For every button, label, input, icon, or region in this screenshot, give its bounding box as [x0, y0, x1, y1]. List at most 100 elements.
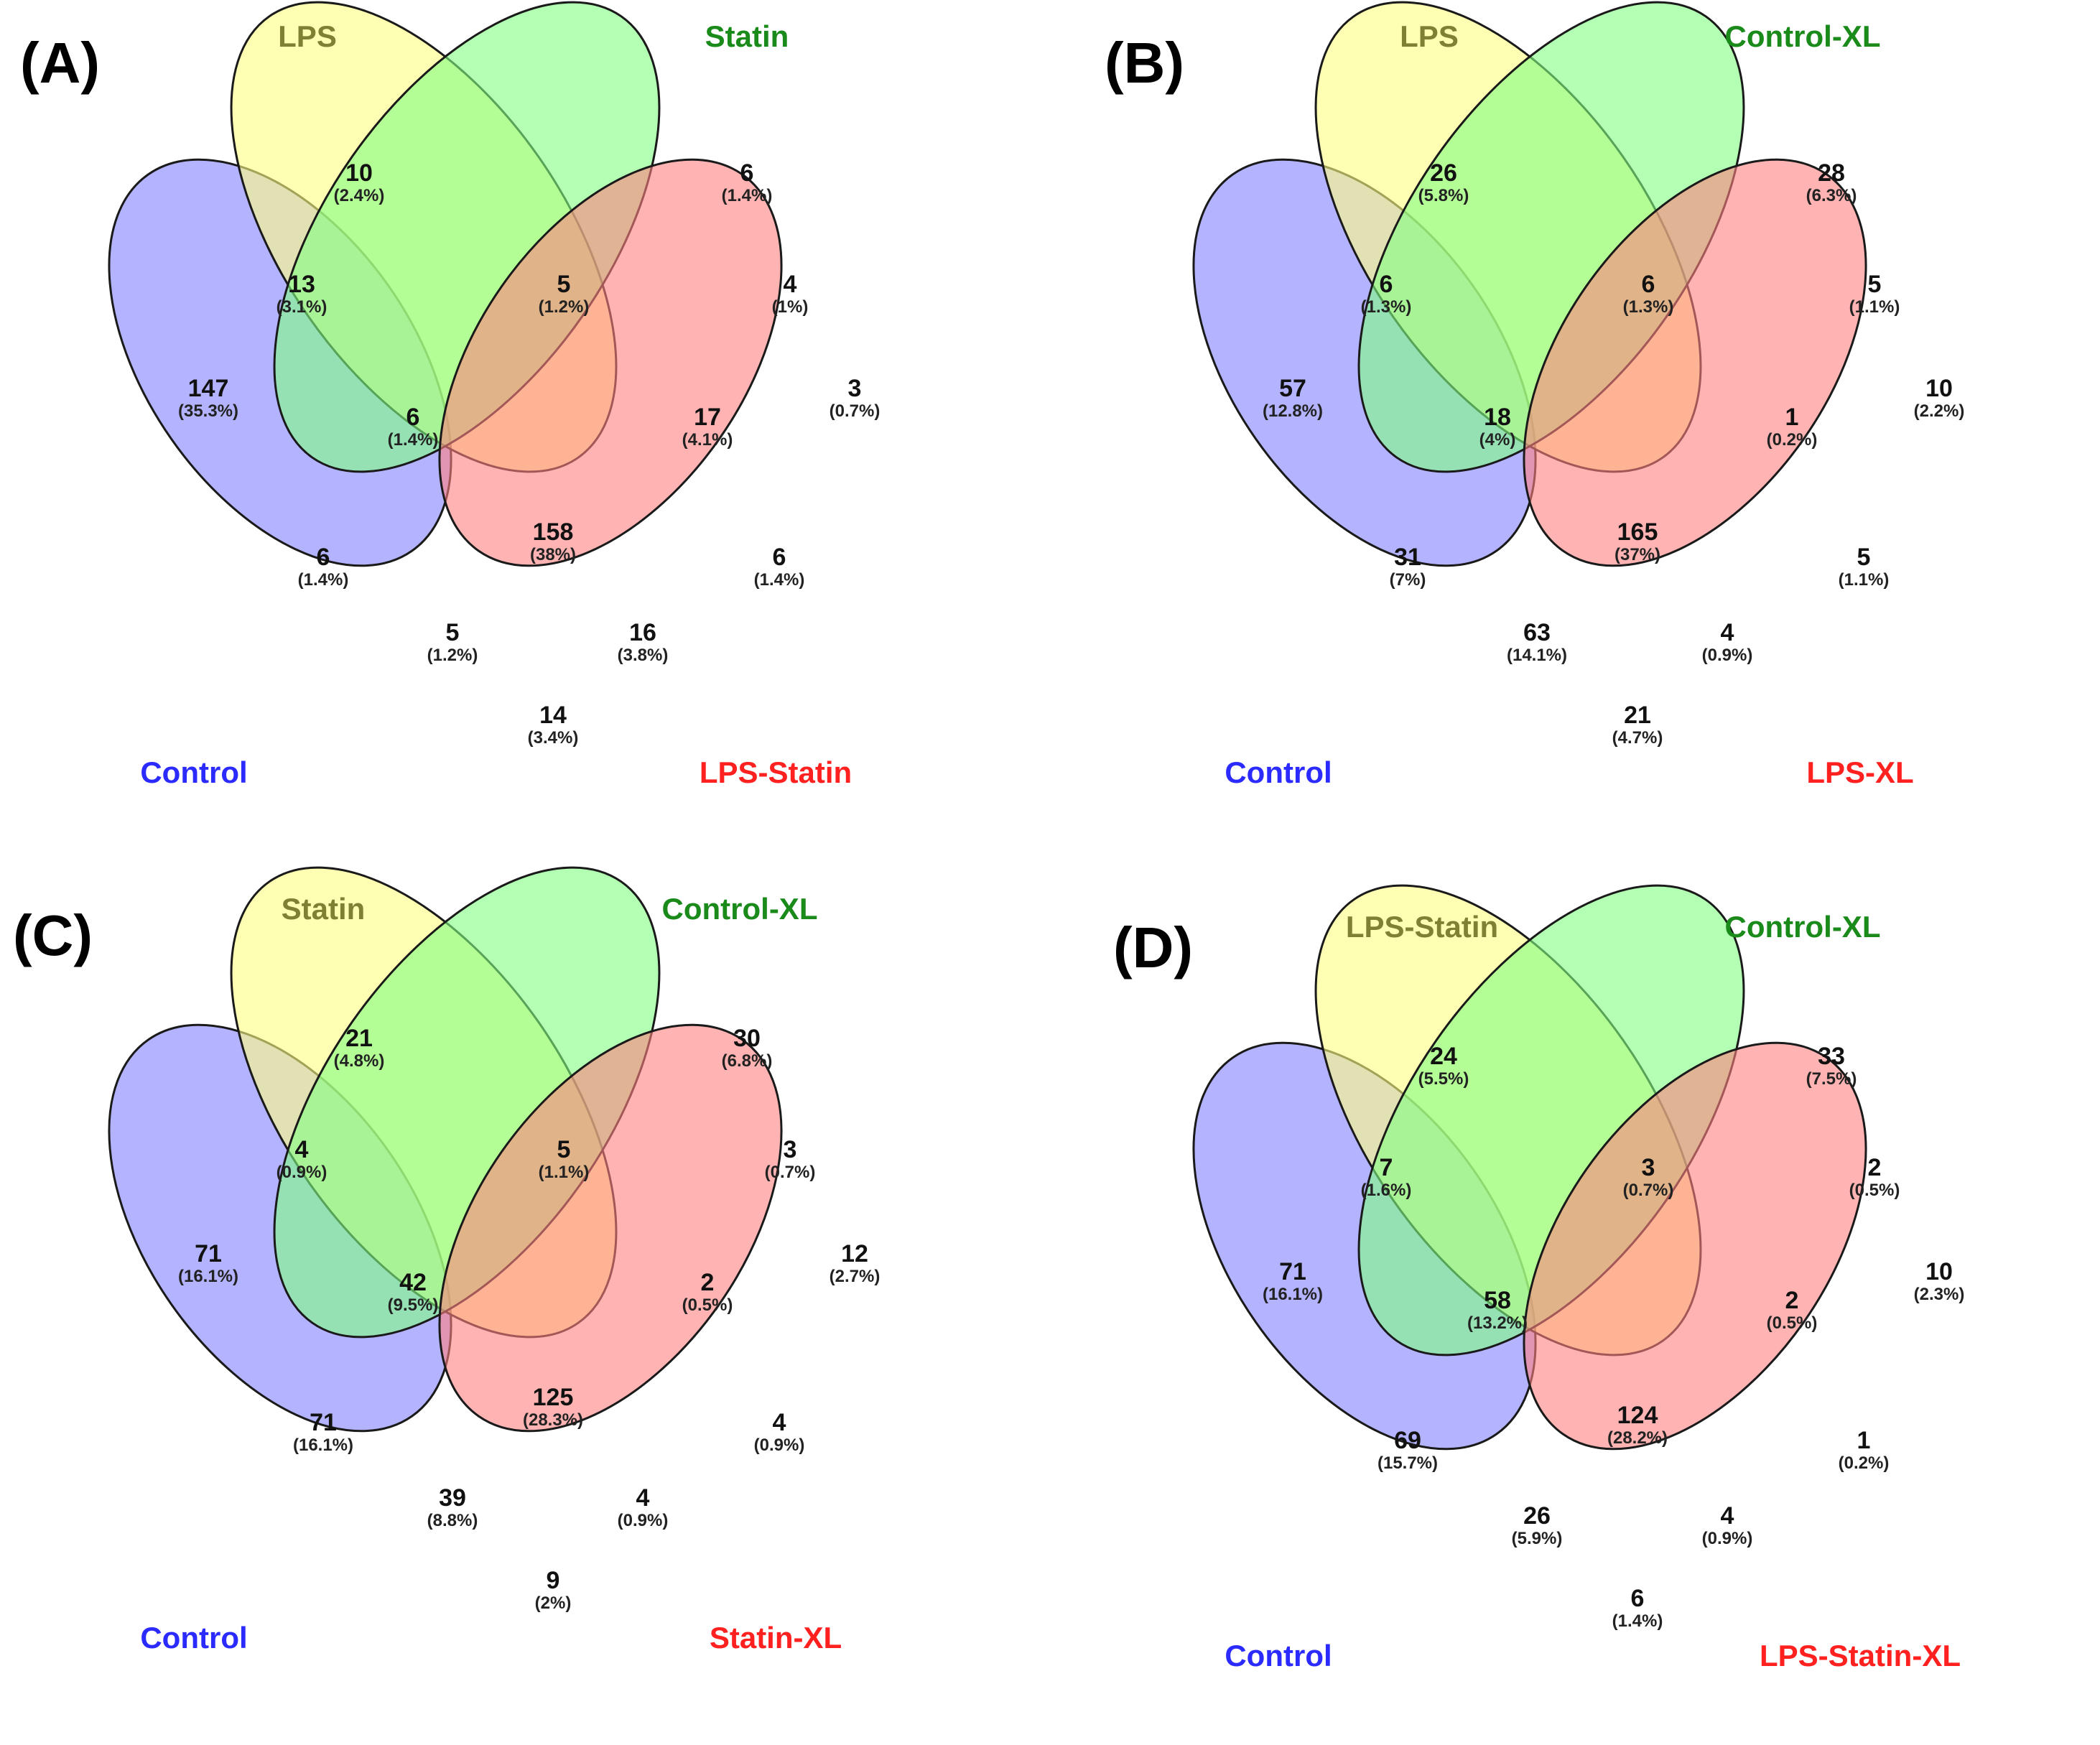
- region-count: 71: [310, 1408, 337, 1436]
- region-percent: (16.1%): [177, 1266, 239, 1286]
- region-percent: (1.6%): [1360, 1180, 1412, 1200]
- region-percent: (37%): [1614, 544, 1661, 564]
- venn-ellipse-statin-xl: [438, 1023, 783, 1433]
- region-clS: 42 (9.5%): [388, 1270, 439, 1315]
- region-l: 21 (4.8%): [334, 1025, 385, 1071]
- set-label-1: Control: [1225, 755, 1332, 789]
- region-count: 4: [1720, 1502, 1734, 1530]
- region-count: 13: [288, 270, 315, 298]
- set-label-2: LPS: [1400, 19, 1459, 53]
- region-cl: 7 (1.6%): [1361, 1155, 1412, 1200]
- region-percent: (16.1%): [1262, 1284, 1324, 1304]
- set-label-3: Control-XL: [661, 892, 818, 926]
- venn-panel-b: (B) Control LPS Control-XL LPS-XL 57 (12.8%) 26…: [1084, 0, 2100, 862]
- region-count: 6: [316, 543, 330, 571]
- region-percent: (28.3%): [522, 1410, 584, 1430]
- region-count: 5: [1857, 543, 1871, 571]
- region-clS: 18 (4%): [1479, 403, 1516, 450]
- region-count: 5: [1867, 270, 1882, 298]
- region-count: 5: [445, 618, 460, 646]
- region-count: 71: [195, 1239, 222, 1267]
- region-sls: 3 (0.7%): [765, 1137, 816, 1182]
- set-label-4: LPS-Statin-XL: [1760, 1639, 1961, 1672]
- panel-label: (B): [1105, 31, 1185, 95]
- region-count: 5: [557, 1135, 571, 1163]
- panel-label: (C): [13, 903, 93, 967]
- region-count: 31: [1394, 543, 1421, 571]
- region-cLs: 21 (4.7%): [1612, 702, 1663, 748]
- region-percent: (2.2%): [1913, 401, 1965, 421]
- venn-ellipse-lps-xl: [1523, 158, 1867, 567]
- region-ls: 3 (0.7%): [830, 376, 881, 421]
- region-percent: (2.4%): [333, 185, 385, 205]
- region-l: 26 (5.8%): [1418, 159, 1469, 205]
- region-percent: (5.8%): [1418, 185, 1469, 205]
- set-label-3: Control-XL: [1724, 910, 1881, 944]
- region-c: 71 (16.1%): [177, 1239, 239, 1286]
- region-sls: 4 (1%): [772, 270, 809, 317]
- region-count: 6: [1379, 270, 1393, 298]
- region-s: 28 (6.3%): [1806, 160, 1857, 205]
- region-percent: (0.9%): [1701, 1528, 1753, 1548]
- region-percent: (4%): [1479, 429, 1516, 450]
- region-percent: (0.9%): [1701, 645, 1753, 665]
- region-clS: 6 (1.4%): [387, 404, 439, 450]
- region-cS: 69 (15.7%): [1377, 1428, 1438, 1473]
- region-count: 5: [557, 270, 571, 298]
- region-count: 26: [1430, 159, 1457, 187]
- region-percent: (35.3%): [177, 401, 239, 421]
- region-percent: (12.8%): [1262, 401, 1324, 421]
- region-count: 71: [1279, 1257, 1306, 1285]
- region-percent: (1.4%): [753, 569, 805, 590]
- region-cl: 6 (1.3%): [1361, 270, 1412, 317]
- region-clLs: 16 (3.8%): [618, 620, 669, 665]
- region-count: 58: [1484, 1286, 1511, 1314]
- set-label-2: LPS: [278, 19, 337, 53]
- region-count: 10: [1925, 1257, 1953, 1285]
- region-lSls: 2 (0.5%): [1767, 1288, 1818, 1333]
- region-percent: (14.1%): [1506, 645, 1568, 665]
- venn-ellipse-lps-statin: [438, 158, 783, 567]
- region-count: 6: [740, 159, 754, 187]
- region-lLs: 5 (1.1%): [1838, 543, 1890, 590]
- region-lSls: 17 (4.1%): [682, 404, 733, 450]
- set-label-3: Statin: [705, 19, 789, 53]
- region-count: 7: [1379, 1153, 1393, 1181]
- region-lS: 3 (0.7%): [1623, 1155, 1674, 1200]
- region-c: 71 (16.1%): [1262, 1257, 1324, 1304]
- region-count: 6: [772, 543, 786, 571]
- venn-panel-c: (C) Control Statin Control-XL Statin-XL 71 (16…: [0, 865, 1120, 1727]
- region-count: 1: [1857, 1426, 1871, 1454]
- region-cLs: 6 (1.4%): [1612, 1586, 1663, 1631]
- region-cS: 71 (16.1%): [293, 1410, 353, 1455]
- region-count: 3: [1641, 1153, 1655, 1181]
- region-percent: (13.2%): [1467, 1313, 1528, 1333]
- region-percent: (1.3%): [1622, 297, 1674, 317]
- region-count: 18: [1484, 403, 1511, 431]
- region-percent: (4.1%): [682, 429, 733, 450]
- region-all: 124 (28.2%): [1607, 1402, 1668, 1448]
- panel-label: (A): [20, 31, 101, 95]
- set-label-4: Statin-XL: [709, 1621, 842, 1655]
- region-cl: 4 (0.9%): [277, 1137, 327, 1182]
- region-percent: (1.1%): [1838, 569, 1890, 590]
- region-percent: (1.1%): [538, 1162, 590, 1182]
- region-lLs: 6 (1.4%): [753, 543, 805, 590]
- region-cS: 31 (7%): [1389, 543, 1426, 590]
- region-count: 125: [532, 1383, 574, 1411]
- region-count: 69: [1394, 1426, 1421, 1454]
- region-percent: (5.5%): [1418, 1069, 1469, 1089]
- region-c: 147 (35.3%): [178, 376, 238, 421]
- region-percent: (7%): [1389, 569, 1426, 590]
- region-count: 3: [783, 1135, 797, 1163]
- region-percent: (4.7%): [1612, 727, 1663, 748]
- region-percent: (1.4%): [297, 569, 349, 590]
- region-count: 33: [1818, 1042, 1845, 1070]
- region-count: 3: [847, 374, 862, 402]
- region-percent: (1.4%): [387, 429, 439, 450]
- region-percent: (0.5%): [1849, 1180, 1900, 1200]
- region-lLs: 1 (0.2%): [1839, 1428, 1890, 1473]
- region-count: 4: [783, 270, 797, 298]
- region-percent: (0.7%): [1622, 1180, 1674, 1200]
- region-count: 6: [1630, 1584, 1645, 1612]
